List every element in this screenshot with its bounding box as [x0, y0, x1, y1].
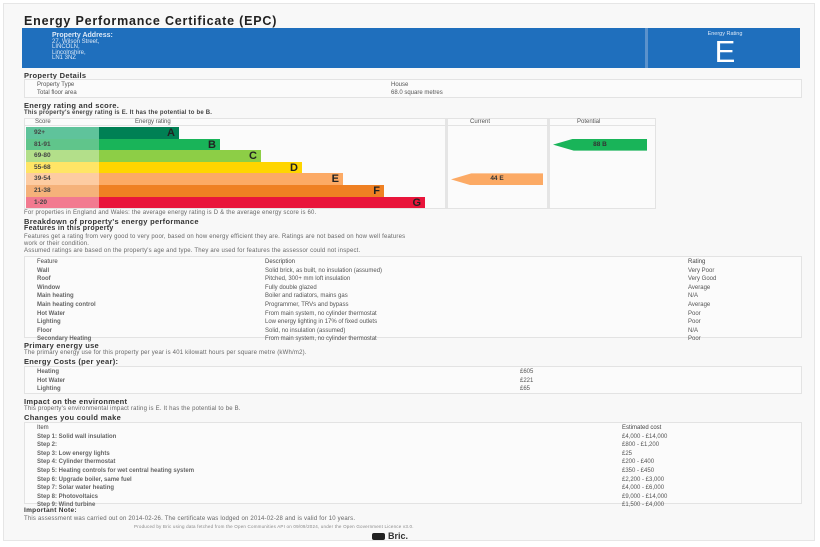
breakdown-heading: Breakdown of property's energy performan…: [24, 217, 199, 226]
band-bar-e: E: [99, 173, 343, 185]
page-title: Energy Performance Certificate (EPC): [24, 14, 278, 28]
table-cell: Step 6: Upgrade boiler, same fuel: [37, 476, 132, 483]
energy-rating-label: Energy Rating: [707, 31, 743, 37]
table-cell: £1,500 - £4,000: [622, 502, 665, 509]
features-table: Feature Description Rating Wall Solid brick,…: [24, 256, 802, 342]
table-cell: Step 2:: [37, 442, 58, 449]
table-cell: Step 8: Photovoltaics: [37, 493, 99, 500]
table-cell: Main heating control: [37, 302, 96, 308]
table-cell: Hot Water: [37, 377, 66, 384]
table-cell: £605: [520, 369, 534, 375]
energy-rating-value: E: [714, 34, 736, 69]
table-cell: Solid, no insulation (assumed): [265, 327, 346, 334]
table-cell: Fully double glazed: [265, 284, 317, 291]
table-cell: Step 5: Heating controls for wet central…: [37, 468, 195, 474]
address-banner: Property Address: 27, Wilson Street, LIN…: [22, 28, 800, 68]
property-details-heading: Property Details: [24, 71, 87, 80]
energy-costs-heading: Energy Costs (per year):: [24, 357, 119, 366]
table-cell: Step 3: Low energy lights: [37, 450, 110, 457]
current-rating-arrow: 44 E: [451, 173, 543, 186]
energy-rating-summary: This property's energy rating is E. It h…: [24, 110, 213, 116]
table-cell: £4,000 - £14,000: [622, 433, 668, 440]
column-header: Estimated cost: [622, 425, 662, 431]
column-header: Rating: [688, 259, 706, 265]
table-cell: Very Poor: [688, 267, 715, 274]
table-cell: Step 1: Solid wall insulation: [37, 433, 117, 440]
table-cell: Wall: [37, 267, 50, 274]
table-cell: Heating: [37, 369, 60, 375]
table-cell: Low energy lighting in 17% of fixed outl…: [265, 319, 378, 326]
table-cell: Pitched, 300+ mm loft insulation: [265, 276, 351, 283]
changes-heading: Changes you could make: [24, 413, 122, 422]
energy-rating-heading: Energy rating and score.: [24, 101, 120, 110]
property-address: Property Address: 27, Wilson Street, LIN…: [52, 32, 113, 62]
table-cell: Programmer, TRVs and bypass: [265, 302, 349, 308]
table-cell: Poor: [688, 336, 701, 343]
band-score: 69-80: [26, 150, 99, 162]
table-cell: £200 - £400: [622, 459, 655, 466]
table-cell: Main heating: [37, 293, 74, 300]
table-cell: Step 9: Wind turbine: [37, 502, 96, 509]
average-footnote: For properties in England and Wales: the…: [24, 210, 317, 216]
band-bar-c: C: [99, 150, 261, 162]
environment-heading: Impact on the environment: [24, 397, 128, 406]
band-score: 21-38: [26, 185, 99, 197]
table-cell: Step 4: Cylinder thermostat: [37, 459, 116, 466]
produced-by: Produced by Bric using data fetched from…: [134, 524, 414, 529]
band-score: 92+: [26, 127, 99, 139]
table-cell: Lighting: [37, 319, 61, 326]
table-cell: £2,200 - £3,000: [622, 476, 665, 483]
band-score: 1-20: [26, 196, 99, 209]
table-cell: From main system, no cylinder thermostat: [265, 310, 377, 317]
band-score: 39-54: [26, 173, 99, 185]
table-cell: Very Good: [688, 276, 717, 283]
primary-energy-heading: Primary energy use: [24, 341, 100, 350]
table-cell: Hot Water: [37, 310, 66, 317]
potential-rating-arrow: 88 B: [553, 138, 647, 151]
band-score: 55-68: [26, 161, 99, 174]
column-header: Item: [37, 425, 49, 431]
band-bar-g: G: [99, 196, 425, 208]
table-cell: £800 - £1,200: [622, 442, 660, 449]
band-bar-a: A: [99, 127, 179, 139]
energy-costs-table: Heating £605 Hot Water £221 Lighting £65: [24, 366, 802, 394]
table-cell: £350 - £450: [622, 468, 655, 474]
table-cell: £9,000 - £14,000: [622, 493, 668, 500]
table-cell: N/A: [688, 327, 699, 334]
band-bar-d: D: [99, 161, 302, 174]
energy-rating-chart: Score Energy rating Current Potential 92…: [24, 118, 656, 209]
column-header: Feature: [37, 259, 58, 265]
table-cell: Lighting: [37, 386, 61, 393]
table-cell: Window: [37, 284, 60, 291]
table-cell: Floor: [37, 327, 52, 334]
table-cell: Solid brick, as built, no insulation (as…: [265, 267, 383, 274]
table-cell: Poor: [688, 319, 701, 326]
band-score: 81-91: [26, 138, 99, 151]
features-heading: Features in this property: [24, 225, 114, 232]
table-cell: Average: [688, 284, 711, 291]
table-cell: £25: [622, 450, 633, 457]
table-cell: £65: [520, 386, 531, 393]
table-cell: From main system, no cylinder thermostat: [265, 336, 377, 343]
table-cell: N/A: [688, 293, 699, 300]
table-cell: £4,000 - £6,000: [622, 485, 665, 492]
table-cell: Average: [688, 302, 711, 308]
epc-page: Energy Performance Certificate (EPC) Pro…: [3, 3, 815, 541]
table-cell: Boiler and radiators, mains gas: [265, 293, 348, 300]
important-note-heading: Important Note:: [24, 507, 77, 514]
property-details-table: Property Type House Total floor area 68.…: [24, 79, 802, 98]
changes-table: Item Estimated cost Step 1: Solid wall ins…: [24, 422, 802, 508]
table-cell: Secondary Heating: [37, 336, 92, 343]
band-bar-f: F: [99, 185, 384, 197]
table-cell: £221: [520, 377, 534, 384]
bric-logo-icon: [372, 533, 385, 541]
band-bar-b: B: [99, 138, 220, 150]
table-cell: Step 7: Solar water heating: [37, 485, 115, 492]
table-cell: Poor: [688, 310, 701, 317]
banner-divider: [645, 28, 648, 68]
table-cell: Roof: [37, 276, 51, 283]
column-header: Description: [265, 259, 296, 265]
bric-logo: Bric.: [372, 531, 408, 541]
